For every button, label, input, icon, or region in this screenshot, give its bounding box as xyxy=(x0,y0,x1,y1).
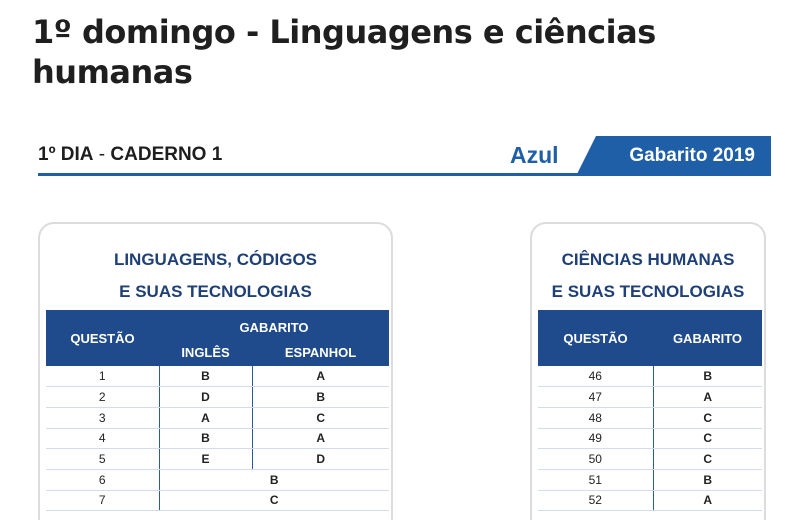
humanities-title-line2: E SUAS TECNOLOGIAS xyxy=(551,282,745,301)
languages-panel: LINGUAGENS, CÓDIGOS E SUAS TECNOLOGIAS Q… xyxy=(38,222,393,520)
booklet-color-label: Azul xyxy=(510,142,559,168)
answer-cell: C xyxy=(158,490,389,512)
answer-cell: C xyxy=(652,407,762,429)
col-question-header: QUESTÃO xyxy=(538,310,653,366)
answer-cell: A xyxy=(652,386,762,408)
humanities-title-line1: CIÊNCIAS HUMANAS xyxy=(561,250,735,269)
question-number: 1 xyxy=(46,366,159,388)
answer-english: A xyxy=(158,407,253,429)
answer-english: B xyxy=(158,366,253,388)
languages-title-line1: LINGUAGENS, CÓDIGOS xyxy=(113,250,318,269)
answer-cell: B xyxy=(158,469,389,491)
humanities-title: CIÊNCIAS HUMANAS E SUAS TECNOLOGIAS xyxy=(532,244,764,308)
question-number: 47 xyxy=(538,386,653,408)
table-row: 49 C xyxy=(538,428,762,450)
question-number: 49 xyxy=(538,428,653,450)
languages-title-line2: E SUAS TECNOLOGIAS xyxy=(119,282,312,301)
header-rule xyxy=(38,173,771,176)
header-separator: - xyxy=(93,144,111,165)
answer-spanish: C xyxy=(251,407,389,429)
day-label: 1º DIA xyxy=(38,144,94,165)
answer-key-image: 1º DIA - CADERNO 1 Azul Gabarito 2019 LI… xyxy=(30,130,775,520)
answer-spanish: A xyxy=(251,428,389,450)
page-title: 1º domingo - Linguagens e ciências human… xyxy=(32,13,656,91)
question-number: 48 xyxy=(538,407,653,429)
answer-cell: B xyxy=(652,366,762,388)
question-number: 2 xyxy=(46,386,159,408)
table-row: 52 A xyxy=(538,490,762,512)
answer-key-tab: Gabarito 2019 xyxy=(576,136,771,176)
question-number: 4 xyxy=(46,428,159,450)
booklet-label: CADERNO 1 xyxy=(110,144,223,165)
answer-english: D xyxy=(158,386,253,408)
doc-header-day: 1º DIA - CADERNO 1 xyxy=(38,144,222,166)
table-row: 48 C xyxy=(538,407,762,429)
answer-cell: A xyxy=(652,490,762,512)
answer-spanish: B xyxy=(251,386,389,408)
answer-spanish: A xyxy=(251,366,389,388)
humanities-answer-table: QUESTÃO GABARITO 46 B 47 A 48 C 49 C 50 C 51 B 52 A xyxy=(538,310,762,512)
answer-english: B xyxy=(158,428,253,450)
question-number: 50 xyxy=(538,448,653,470)
col-answer-header: GABARITO xyxy=(653,310,762,366)
answer-cell: B xyxy=(652,469,762,491)
question-number: 52 xyxy=(538,490,653,512)
col-spanish-header: ESPANHOL xyxy=(252,338,389,366)
question-number: 51 xyxy=(538,469,653,491)
table-row: 47 A xyxy=(538,386,762,408)
table-row: 50 C xyxy=(538,448,762,470)
answer-english: E xyxy=(158,448,253,470)
question-number: 46 xyxy=(538,366,653,388)
question-number: 6 xyxy=(46,469,159,491)
col-question-header: QUESTÃO xyxy=(46,310,159,366)
question-number: 5 xyxy=(46,448,159,470)
humanities-panel: CIÊNCIAS HUMANAS E SUAS TECNOLOGIAS QUES… xyxy=(530,222,766,520)
question-number: 3 xyxy=(46,407,159,429)
question-number: 7 xyxy=(46,490,159,512)
answer-cell: C xyxy=(652,448,762,470)
col-answer-header: GABARITO xyxy=(159,310,389,338)
table-row: 46 B xyxy=(538,366,762,388)
table-row: 51 B xyxy=(538,469,762,491)
languages-title: LINGUAGENS, CÓDIGOS E SUAS TECNOLOGIAS xyxy=(40,244,391,308)
answer-cell: C xyxy=(652,428,762,450)
answer-spanish: D xyxy=(251,448,389,470)
col-english-header: INGLÊS xyxy=(159,338,253,366)
